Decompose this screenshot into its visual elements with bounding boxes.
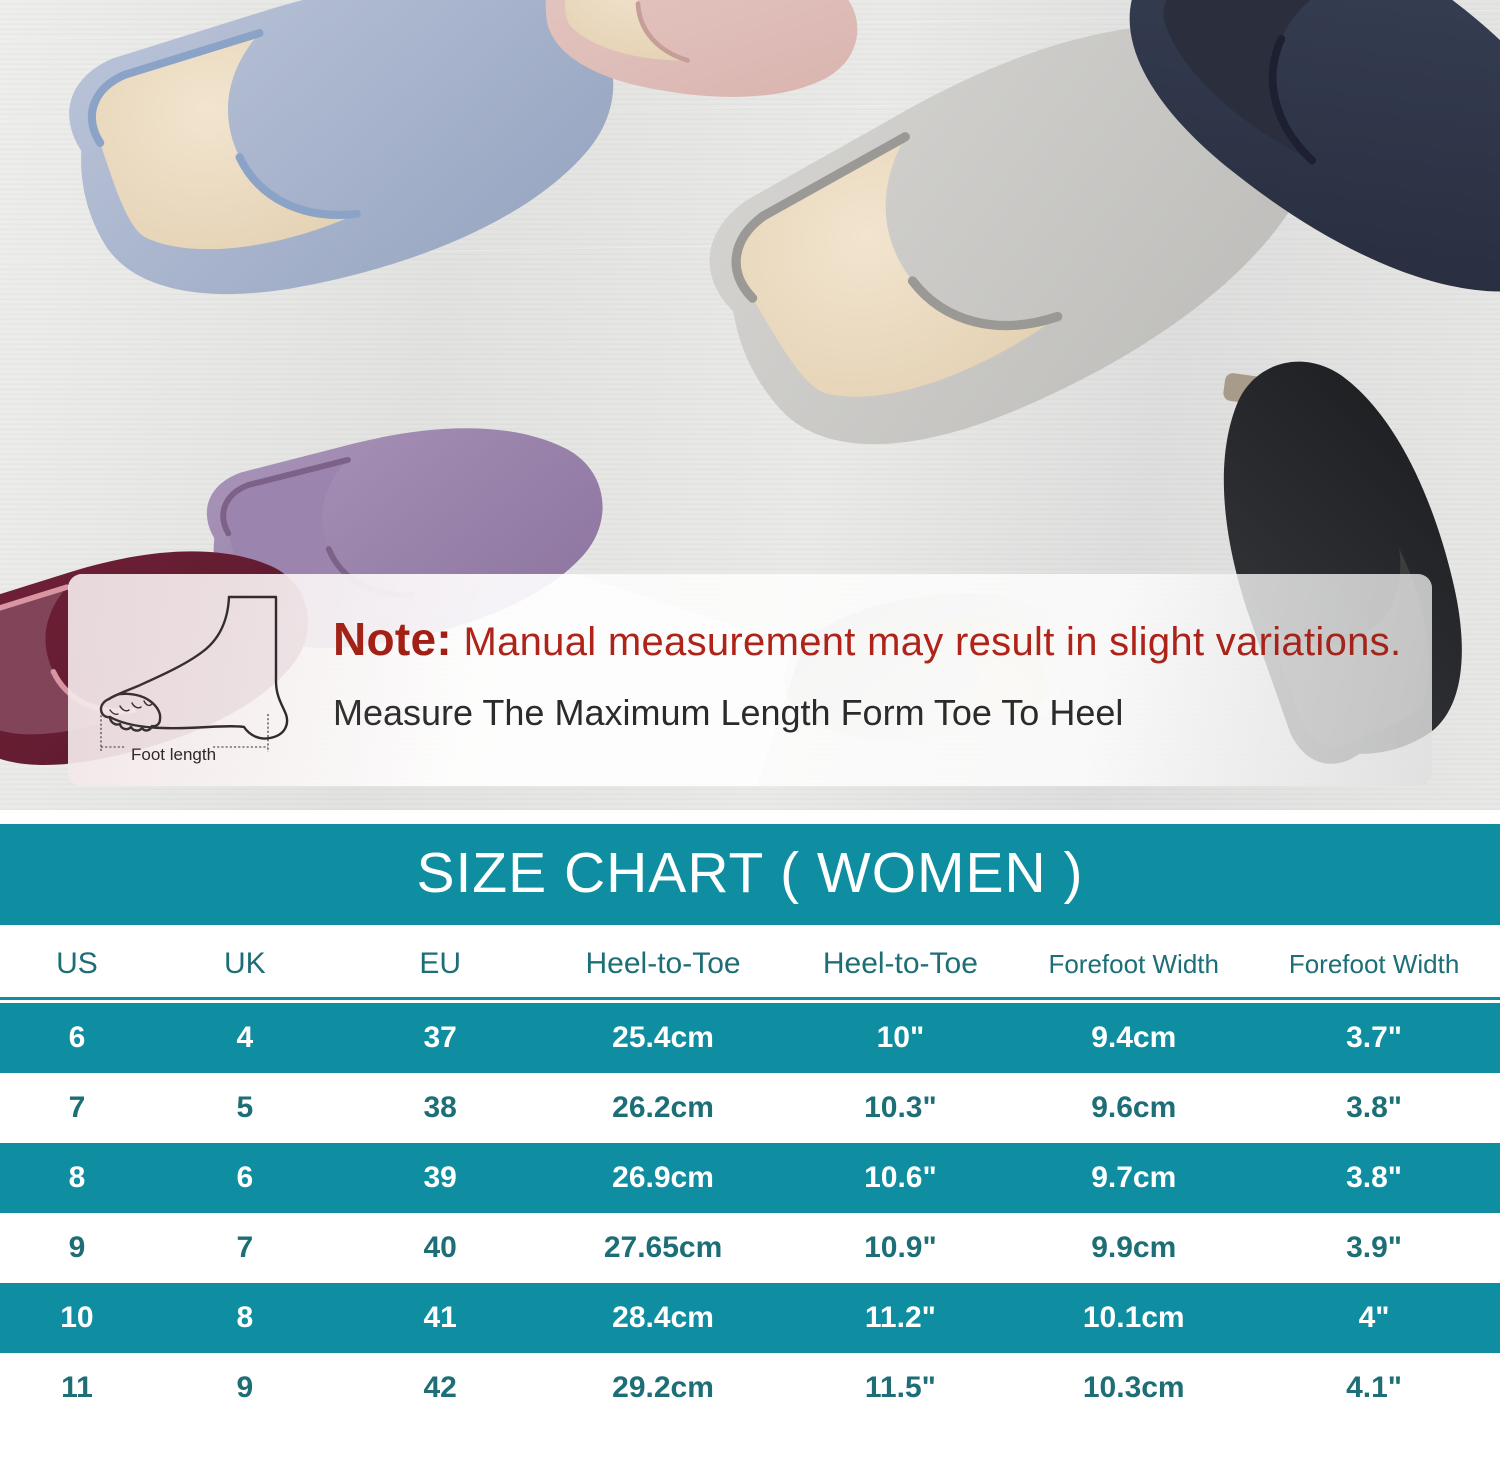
svg-text:Foot length: Foot length	[131, 745, 216, 764]
